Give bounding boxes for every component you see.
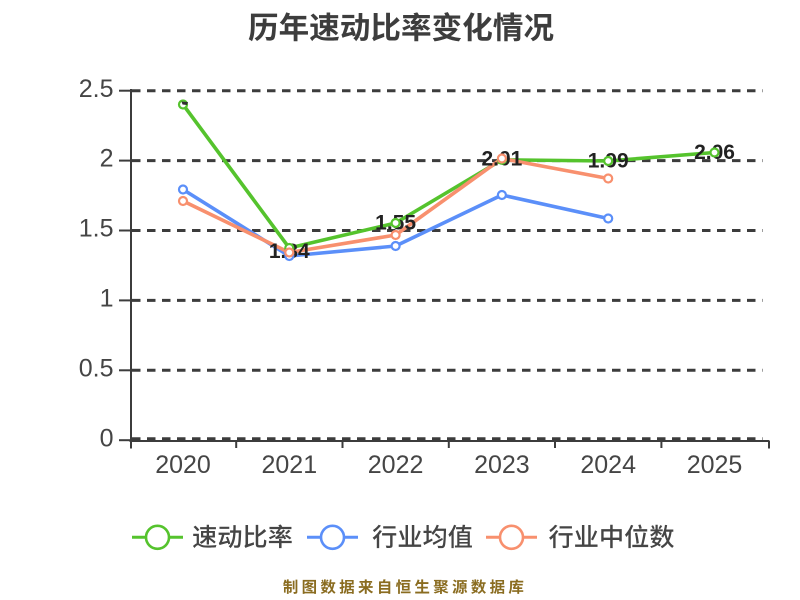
svg-text:1.5: 1.5 bbox=[79, 215, 114, 243]
svg-text:1: 1 bbox=[100, 285, 114, 313]
svg-text:2.5: 2.5 bbox=[79, 75, 114, 103]
svg-text:2022: 2022 bbox=[368, 451, 424, 479]
svg-text:2020: 2020 bbox=[155, 451, 211, 479]
svg-text:0: 0 bbox=[100, 424, 114, 452]
svg-text:2: 2 bbox=[100, 145, 114, 173]
svg-text:2024: 2024 bbox=[580, 451, 636, 479]
svg-text:2023: 2023 bbox=[474, 451, 530, 479]
svg-text:2021: 2021 bbox=[261, 451, 317, 479]
svg-text:0.5: 0.5 bbox=[79, 354, 114, 382]
svg-text:2025: 2025 bbox=[687, 451, 743, 479]
